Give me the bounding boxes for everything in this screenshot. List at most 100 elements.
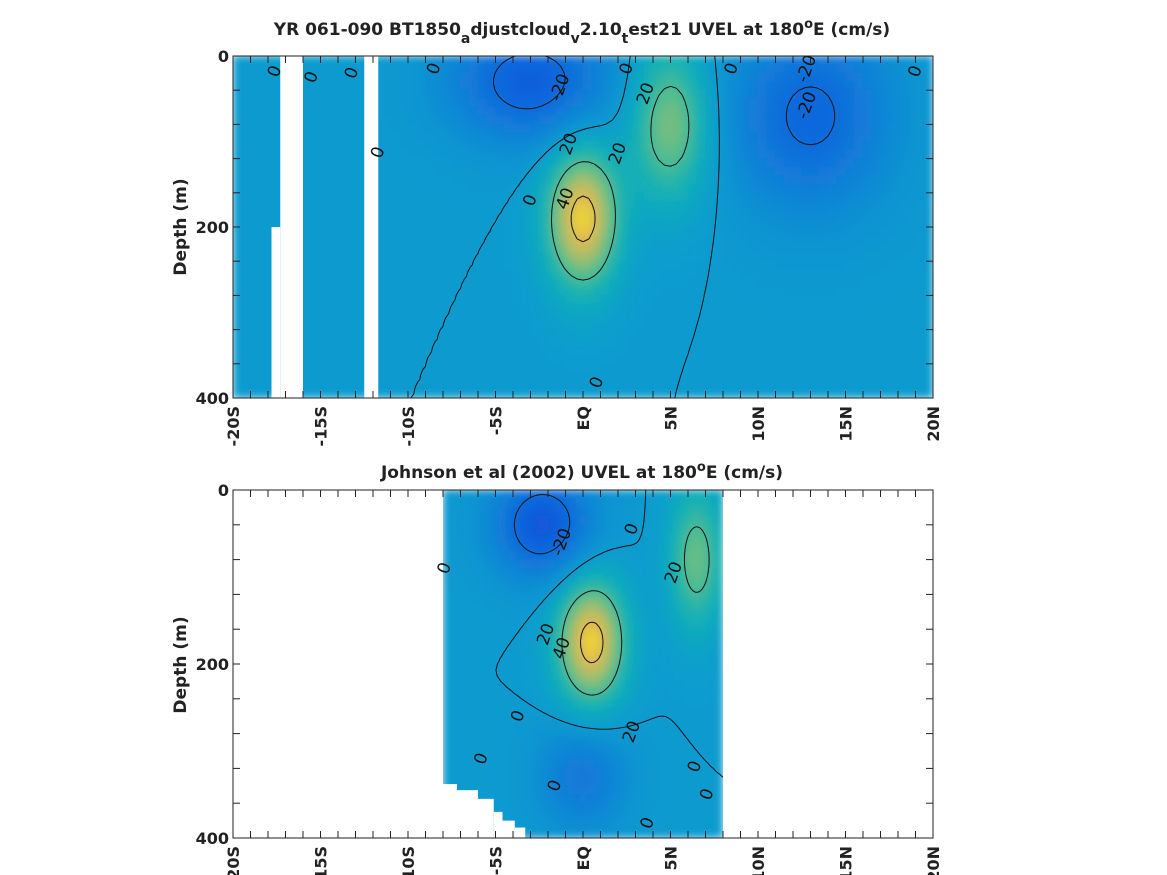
- heat-cell: [575, 576, 580, 587]
- heat-cell: [233, 329, 243, 339]
- heat-cell: [355, 277, 365, 288]
- heat-cell: [491, 785, 496, 795]
- heat-cell: [670, 337, 680, 348]
- heat-cell: [556, 209, 566, 219]
- heat-cell: [390, 209, 400, 219]
- heat-cell: [544, 524, 549, 534]
- heat-cell: [398, 200, 409, 211]
- heat-cell: [537, 620, 542, 630]
- heat-cell: [498, 559, 503, 569]
- heat-cell: [643, 141, 654, 151]
- heat-cell: [558, 767, 563, 778]
- heat-cell: [565, 98, 575, 108]
- heat-cell: [503, 235, 514, 245]
- heat-cell: [579, 585, 584, 595]
- heat-cell: [477, 64, 488, 74]
- heat-cell: [635, 183, 645, 194]
- heat-cell: [871, 158, 881, 168]
- heat-cell: [836, 98, 846, 108]
- heat-cell: [425, 226, 435, 237]
- heat-cell: [635, 149, 645, 160]
- heat-cell: [540, 576, 545, 587]
- heat-cell: [558, 707, 563, 717]
- heat-cell: [533, 750, 538, 761]
- heat-cell: [818, 158, 829, 168]
- heat-cell: [407, 371, 418, 382]
- heat-cell: [468, 235, 479, 245]
- heat-cell: [250, 175, 260, 185]
- heat-cell: [328, 106, 339, 117]
- heat-cell: [626, 166, 636, 177]
- heat-cell: [547, 559, 552, 569]
- heat-cell: [575, 828, 580, 838]
- heat-cell: [530, 337, 540, 348]
- heat-cell: [498, 567, 503, 578]
- heat-cell: [915, 277, 925, 288]
- heat-cell: [267, 209, 278, 219]
- heat-cell: [470, 550, 475, 561]
- heat-cell: [337, 81, 348, 91]
- heat-cell: [575, 785, 580, 795]
- heat-cell: [484, 759, 489, 769]
- heat-cell: [556, 132, 566, 142]
- heat-cell: [544, 759, 549, 769]
- heat-cell: [565, 294, 575, 305]
- heat-cell: [836, 192, 846, 202]
- heat-cell: [661, 269, 671, 279]
- heat-cell: [538, 217, 549, 228]
- heat-cell: [888, 89, 899, 100]
- heat-cell: [346, 89, 356, 100]
- heat-cell: [740, 123, 750, 134]
- heat-cell: [561, 646, 566, 656]
- heat-cell: [311, 64, 321, 74]
- heat-cell: [521, 56, 531, 66]
- heat-cell: [381, 192, 391, 202]
- heat-cell: [537, 550, 542, 561]
- heat-cell: [533, 524, 538, 534]
- heat-cell: [538, 166, 549, 177]
- heat-cell: [495, 115, 505, 125]
- heat-cell: [687, 337, 698, 348]
- panel-1: YR 061-090 BT1850adjustcloudv2.10test21 …: [171, 17, 943, 446]
- heat-cell: [446, 567, 451, 578]
- heat-cell: [453, 628, 458, 639]
- heat-cell: [484, 724, 489, 735]
- heat-cell: [915, 56, 925, 66]
- heat-cell: [390, 226, 400, 237]
- heat-cell: [267, 132, 278, 142]
- heat-cell: [554, 724, 559, 735]
- heat-cell: [678, 320, 689, 331]
- heat-cell: [451, 158, 461, 168]
- heat-cell: [456, 689, 461, 700]
- heat-cell: [416, 209, 426, 219]
- heat-cell: [320, 200, 330, 211]
- heat-cell: [608, 363, 619, 373]
- heat-cell: [556, 294, 566, 305]
- heat-cell: [250, 312, 260, 322]
- heat-cell: [722, 166, 733, 177]
- heat-cell: [748, 56, 759, 66]
- heat-cell: [897, 337, 908, 348]
- heat-cell: [687, 89, 698, 100]
- heat-cell: [512, 123, 523, 134]
- heat-cell: [748, 200, 759, 211]
- heat-cell: [495, 767, 500, 778]
- heat-cell: [845, 252, 855, 262]
- heat-cell: [390, 235, 400, 245]
- heat-cell: [853, 252, 864, 262]
- heat-cell: [523, 541, 528, 552]
- heat-cell: [453, 698, 458, 708]
- heat-cell: [544, 498, 549, 508]
- heat-cell: [509, 646, 514, 656]
- heat-cell: [862, 329, 873, 339]
- heat-cell: [533, 498, 538, 508]
- heat-cell: [565, 663, 570, 674]
- heat-cell: [643, 183, 654, 194]
- heat-cell: [481, 767, 486, 778]
- heat-cell: [792, 123, 803, 134]
- heat-cell: [512, 593, 517, 604]
- heat-cell: [328, 115, 339, 125]
- heat-cell: [573, 72, 584, 83]
- heat-cell: [810, 371, 820, 382]
- heat-cell: [731, 89, 741, 100]
